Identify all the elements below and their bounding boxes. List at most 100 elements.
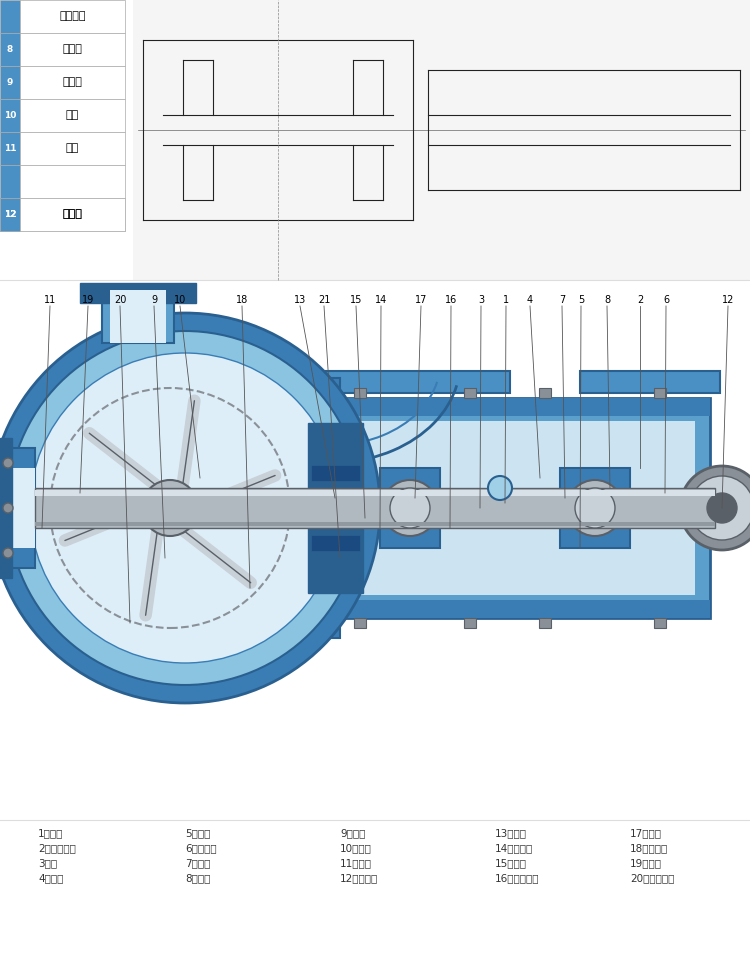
Bar <box>539 388 551 398</box>
Bar <box>0 66 20 99</box>
Text: 10、泵体: 10、泵体 <box>340 843 372 853</box>
Text: 3: 3 <box>478 295 484 305</box>
Text: 轴承: 轴承 <box>66 143 80 154</box>
Bar <box>310 371 510 393</box>
Circle shape <box>156 494 184 522</box>
Bar <box>20 198 125 231</box>
Bar <box>354 618 366 628</box>
Bar <box>0 99 20 132</box>
Text: 轴承体: 轴承体 <box>62 77 82 87</box>
Text: 4: 4 <box>527 295 533 305</box>
Bar <box>80 283 196 303</box>
Text: 4、轴承: 4、轴承 <box>38 873 63 883</box>
Text: 13: 13 <box>294 295 306 305</box>
Text: 15、填料: 15、填料 <box>495 858 527 868</box>
Bar <box>133 0 750 280</box>
Text: 18: 18 <box>236 295 248 305</box>
Text: 1、托架: 1、托架 <box>38 828 63 838</box>
Bar <box>20 66 125 99</box>
Circle shape <box>680 466 750 550</box>
Bar <box>20 132 125 165</box>
Text: 9: 9 <box>7 78 13 87</box>
Circle shape <box>142 480 198 536</box>
Bar <box>110 290 166 343</box>
Text: 3、轴: 3、轴 <box>38 858 57 868</box>
Bar <box>654 388 666 398</box>
Text: 16: 16 <box>445 295 457 305</box>
Circle shape <box>575 488 615 528</box>
Circle shape <box>488 476 512 500</box>
Bar <box>0 448 35 568</box>
Text: 7、管堵: 7、管堵 <box>185 858 210 868</box>
Bar <box>102 285 174 343</box>
Bar <box>35 490 715 496</box>
Text: 1: 1 <box>503 295 509 305</box>
Text: 8: 8 <box>604 295 610 305</box>
Text: 16、填料压盖: 16、填料压盖 <box>495 873 539 883</box>
Bar <box>0 198 20 231</box>
Text: 泵轴: 泵轴 <box>66 110 80 120</box>
Text: 2、轴承压盖: 2、轴承压盖 <box>38 843 76 853</box>
Text: 轴承盖: 轴承盖 <box>62 45 82 54</box>
Text: 12: 12 <box>722 295 734 305</box>
Bar <box>560 468 630 548</box>
Text: 12: 12 <box>4 210 16 219</box>
Bar <box>310 398 710 416</box>
Circle shape <box>8 331 362 685</box>
Text: 9、叶轮: 9、叶轮 <box>340 828 365 838</box>
Bar <box>654 618 666 628</box>
Text: 21: 21 <box>318 295 330 305</box>
Bar <box>0 198 20 231</box>
Circle shape <box>30 353 340 663</box>
Text: 6、密封圈: 6、密封圈 <box>185 843 217 853</box>
Bar <box>20 165 125 198</box>
Bar <box>580 371 720 393</box>
Text: 2: 2 <box>637 295 643 305</box>
Bar <box>0 438 12 578</box>
Text: 14: 14 <box>375 295 387 305</box>
Text: 9: 9 <box>151 295 157 305</box>
Bar <box>464 618 476 628</box>
Text: 19、丝孔: 19、丝孔 <box>630 858 662 868</box>
Circle shape <box>3 458 13 468</box>
Bar <box>280 378 340 638</box>
Bar <box>310 600 710 618</box>
Circle shape <box>567 480 623 536</box>
Text: 联轴节: 联轴节 <box>62 209 82 220</box>
Bar <box>380 468 440 548</box>
Bar <box>35 522 715 526</box>
Circle shape <box>0 313 380 703</box>
Bar <box>539 618 551 628</box>
Text: 机械密封: 机械密封 <box>59 12 86 21</box>
Bar <box>308 423 362 593</box>
Text: 11: 11 <box>44 295 56 305</box>
Bar <box>310 500 359 516</box>
Bar <box>20 99 125 132</box>
Text: 17: 17 <box>415 295 428 305</box>
Text: 18、密封环: 18、密封环 <box>630 843 668 853</box>
Bar <box>0 165 20 198</box>
Bar <box>310 398 710 618</box>
Circle shape <box>390 488 430 528</box>
Bar <box>325 421 695 595</box>
Circle shape <box>707 493 737 523</box>
Text: 20: 20 <box>114 295 126 305</box>
Text: 5: 5 <box>578 295 584 305</box>
Text: 17、接管: 17、接管 <box>630 828 662 838</box>
Bar <box>0 132 20 165</box>
Bar <box>310 465 359 481</box>
Text: 20、起盖螺丝: 20、起盖螺丝 <box>630 873 674 883</box>
Text: 6: 6 <box>663 295 669 305</box>
Bar <box>464 388 476 398</box>
Bar <box>20 198 125 231</box>
Circle shape <box>690 476 750 540</box>
Text: 19: 19 <box>82 295 94 305</box>
Text: 12、联轴器: 12、联轴器 <box>340 873 378 883</box>
Text: 10: 10 <box>174 295 186 305</box>
Bar <box>35 488 715 528</box>
Circle shape <box>3 548 13 558</box>
Bar <box>310 535 359 551</box>
Circle shape <box>3 503 13 513</box>
Text: 13、轴套: 13、轴套 <box>495 828 527 838</box>
Bar <box>20 0 125 33</box>
